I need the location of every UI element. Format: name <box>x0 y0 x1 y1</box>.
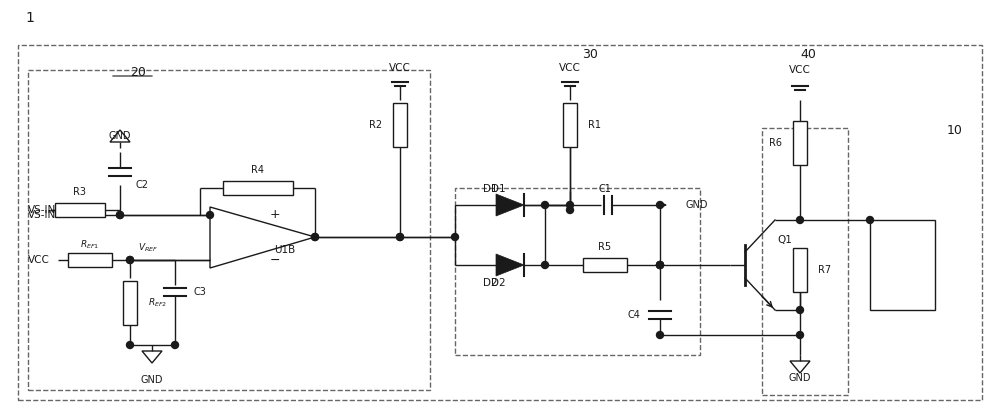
Bar <box>68 253 112 267</box>
Bar <box>18 45 982 400</box>
Text: VCC: VCC <box>28 255 50 265</box>
Text: GND: GND <box>789 373 811 383</box>
Text: D2: D2 <box>491 278 505 288</box>
Bar <box>393 103 407 147</box>
Text: D1: D1 <box>491 184 505 194</box>
Bar <box>563 103 577 147</box>
Text: C2: C2 <box>136 180 149 190</box>
Circle shape <box>207 212 214 219</box>
Text: GND: GND <box>685 200 708 210</box>
Text: VCC: VCC <box>789 65 811 75</box>
Circle shape <box>126 342 134 349</box>
Circle shape <box>866 217 874 224</box>
Bar <box>455 188 700 355</box>
Text: VCC: VCC <box>389 63 411 73</box>
Bar <box>55 203 105 217</box>
Text: 30: 30 <box>582 48 598 62</box>
Text: C3: C3 <box>193 287 206 297</box>
Text: C1: C1 <box>599 184 611 194</box>
Circle shape <box>396 233 404 240</box>
Circle shape <box>312 233 318 240</box>
Text: U1B: U1B <box>274 245 296 255</box>
Text: VS-IN: VS-IN <box>28 205 56 215</box>
Circle shape <box>542 261 548 268</box>
Circle shape <box>656 261 664 268</box>
Text: R1: R1 <box>588 120 601 130</box>
Circle shape <box>656 261 664 268</box>
Text: $R_{EF2}$: $R_{EF2}$ <box>148 297 167 309</box>
Circle shape <box>542 201 548 208</box>
Text: D1: D1 <box>483 184 497 194</box>
Circle shape <box>796 332 804 339</box>
Text: R7: R7 <box>818 265 831 275</box>
Bar <box>762 128 848 395</box>
Circle shape <box>566 206 574 213</box>
Text: GND: GND <box>141 375 163 385</box>
Text: VCC: VCC <box>559 63 581 73</box>
Circle shape <box>452 233 458 240</box>
Text: R5: R5 <box>598 242 612 252</box>
Bar <box>123 281 137 325</box>
Text: Q1: Q1 <box>777 235 792 245</box>
Text: $V_{REF}$: $V_{REF}$ <box>138 242 158 254</box>
Circle shape <box>796 217 804 224</box>
Text: 20: 20 <box>130 65 146 79</box>
Circle shape <box>566 201 574 208</box>
Bar <box>583 258 627 272</box>
Bar <box>793 121 807 165</box>
Polygon shape <box>496 194 524 216</box>
Circle shape <box>126 256 134 263</box>
Text: 1: 1 <box>25 11 34 25</box>
Bar <box>28 70 430 390</box>
Text: −: − <box>270 254 280 266</box>
Text: VS-IN: VS-IN <box>28 210 56 220</box>
Circle shape <box>126 256 134 263</box>
Text: +: + <box>270 208 280 222</box>
Circle shape <box>396 233 404 240</box>
Circle shape <box>656 201 664 208</box>
Text: GND: GND <box>109 131 131 141</box>
Text: R2: R2 <box>369 120 382 130</box>
Circle shape <box>656 261 664 268</box>
Circle shape <box>172 342 178 349</box>
Text: $R_{EF1}$: $R_{EF1}$ <box>80 239 100 251</box>
Circle shape <box>796 307 804 314</box>
Text: 40: 40 <box>800 48 816 62</box>
Text: R4: R4 <box>252 165 264 175</box>
Polygon shape <box>496 254 524 276</box>
Bar <box>793 248 807 292</box>
Text: 10: 10 <box>947 123 963 136</box>
Circle shape <box>312 233 318 240</box>
Bar <box>870 220 935 310</box>
Text: R6: R6 <box>769 138 782 148</box>
Text: C4: C4 <box>627 310 640 320</box>
Bar <box>223 181 293 195</box>
Text: R3: R3 <box>74 187 87 197</box>
Text: D2: D2 <box>483 278 497 288</box>
Circle shape <box>116 212 124 219</box>
Circle shape <box>116 212 124 219</box>
Circle shape <box>656 332 664 339</box>
